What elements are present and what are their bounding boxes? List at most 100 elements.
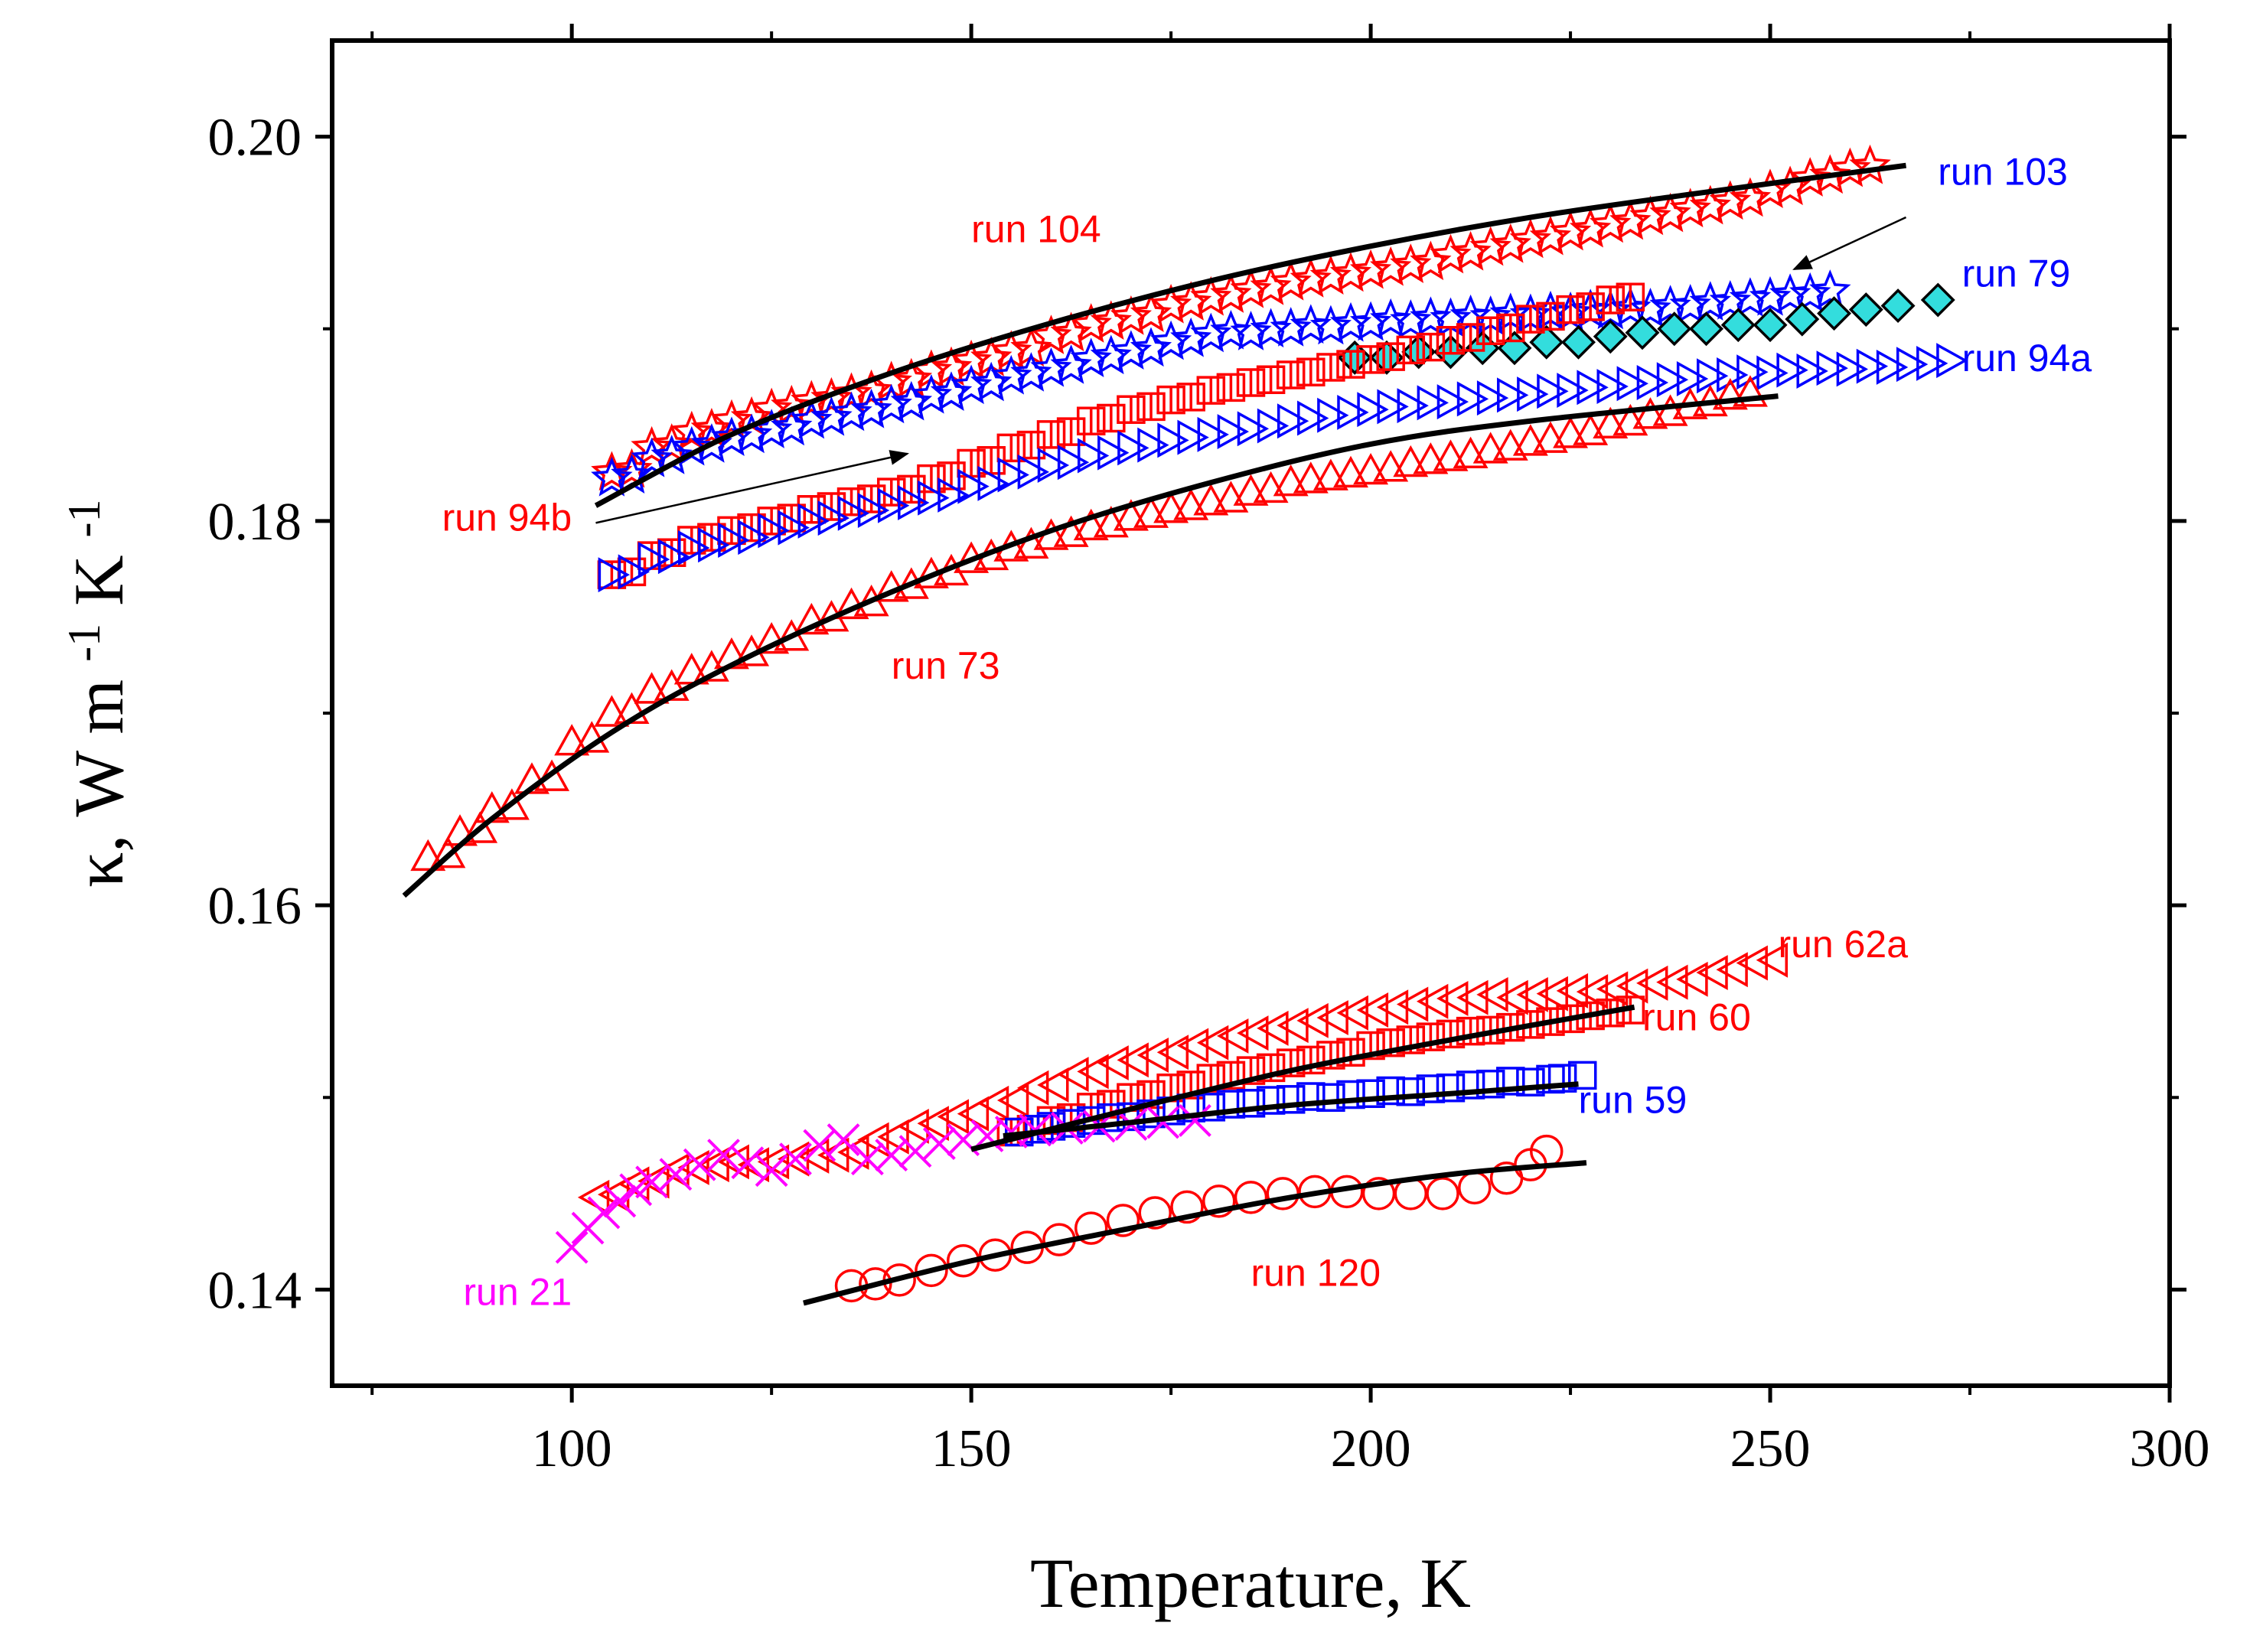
triangle-left-marker: [1196, 1025, 1229, 1061]
triangle-right-marker: [1497, 377, 1529, 413]
triangle-right-marker: [1756, 355, 1789, 391]
y-axis-title-mid: K: [60, 555, 138, 605]
star-marker: [591, 457, 633, 497]
star-marker: [1709, 180, 1752, 220]
triangle-up-marker: [634, 672, 670, 704]
triangle-right-marker: [1337, 394, 1369, 430]
fit-line: [970, 1004, 1635, 1152]
triangle-up-marker: [1253, 471, 1289, 503]
star-marker: [791, 399, 833, 439]
star-marker: [1449, 230, 1492, 271]
square-marker: [1336, 1080, 1365, 1109]
star-marker: [1090, 300, 1132, 340]
half-square-marker: [1296, 357, 1326, 386]
circle-marker: [1074, 1211, 1108, 1245]
star-marker: [1190, 275, 1232, 316]
triangle-up-marker: [1153, 491, 1189, 523]
x-marker: [827, 1123, 860, 1156]
half-square-marker: [1456, 323, 1485, 352]
triangle-right-marker: [1217, 414, 1250, 450]
y-axis-ticks: 0.14 0.16 0.18 0.20: [208, 109, 2186, 1320]
fit-line: [594, 162, 1906, 508]
star-marker: [1629, 288, 1671, 327]
star-marker: [1309, 255, 1352, 295]
triangle-right-marker: [718, 522, 750, 558]
triangle-left-marker: [1716, 952, 1748, 988]
run-label: run 103: [1938, 150, 2068, 193]
triangle-left-marker: [1037, 1067, 1069, 1103]
half-square-marker: [1396, 335, 1426, 365]
half-square-marker: [957, 448, 986, 478]
triangle-right-marker: [938, 477, 970, 513]
star-marker: [1729, 277, 1772, 317]
star-marker: [670, 410, 712, 451]
half-square-marker: [1616, 282, 1645, 312]
star-marker: [1309, 305, 1352, 345]
star-marker: [1270, 260, 1312, 301]
x-marker: [635, 1165, 668, 1199]
triangle-right-marker: [918, 480, 950, 516]
half-square-marker: [1136, 392, 1166, 422]
star-marker: [1509, 218, 1552, 259]
triangle-up-marker: [1453, 436, 1489, 468]
square-marker: [1376, 1076, 1405, 1106]
square-marker: [1476, 1069, 1505, 1099]
triangle-right-marker: [778, 510, 810, 546]
star-marker: [1689, 184, 1731, 225]
star-marker: [1130, 327, 1172, 367]
half-square-marker: [1076, 406, 1106, 436]
triangle-right-marker: [1057, 445, 1090, 481]
star-marker: [1110, 295, 1153, 335]
triangle-right-marker: [877, 487, 910, 523]
series-run-120: [834, 1134, 1564, 1303]
star-marker: [830, 372, 872, 412]
star-marker: [1689, 281, 1731, 321]
star-marker: [1390, 299, 1432, 339]
triangle-right-marker: [1636, 365, 1669, 401]
triangle-right-marker: [1197, 416, 1229, 452]
star-marker: [1569, 207, 1612, 248]
star-marker: [1250, 308, 1292, 348]
triangle-right-marker: [1237, 411, 1270, 447]
y-tick-label: 0.18: [208, 493, 302, 552]
diamond-marker: [1720, 308, 1756, 343]
triangle-right-marker: [1616, 366, 1648, 402]
triangle-left-marker: [917, 1106, 949, 1142]
triangle-up-marker: [1333, 455, 1368, 488]
square-marker: [1216, 1090, 1246, 1119]
run-label: run 94a: [1962, 337, 2092, 380]
star-marker: [771, 406, 813, 446]
run-label: run 94b: [442, 496, 572, 539]
triangle-right-marker: [1137, 427, 1169, 463]
diamond-marker: [1561, 324, 1596, 360]
star-marker: [830, 391, 872, 432]
triangle-right-marker: [698, 527, 730, 563]
triangle-right-marker: [1936, 343, 1968, 379]
triangle-right-marker: [1456, 381, 1489, 417]
diamond-marker: [1848, 292, 1883, 327]
series-run-21: [555, 1104, 1211, 1264]
half-square-marker: [1576, 292, 1605, 321]
triangle-up-marker: [1293, 461, 1329, 494]
triangle-right-marker: [857, 493, 890, 529]
star-marker: [1669, 187, 1711, 228]
triangle-right-marker: [1577, 370, 1609, 406]
star-marker: [1789, 157, 1831, 197]
triangle-left-marker: [1436, 980, 1469, 1016]
circle-marker: [1234, 1181, 1268, 1214]
triangle-up-marker: [1312, 458, 1348, 490]
square-marker: [1356, 1079, 1385, 1109]
triangle-right-marker: [1697, 358, 1729, 394]
square-marker: [1296, 1082, 1326, 1111]
annotation-arrow: [595, 450, 910, 524]
x-marker: [659, 1158, 693, 1191]
triangle-right-marker: [1177, 419, 1209, 455]
star-marker: [1230, 311, 1272, 350]
triangle-up-marker: [1472, 432, 1508, 464]
star-marker: [1829, 147, 1871, 187]
series-run-103: [591, 269, 1851, 497]
y-axis-title: κ, W m -1 K -1: [37, 499, 138, 888]
star-marker: [1349, 301, 1392, 341]
x-marker: [898, 1135, 932, 1168]
